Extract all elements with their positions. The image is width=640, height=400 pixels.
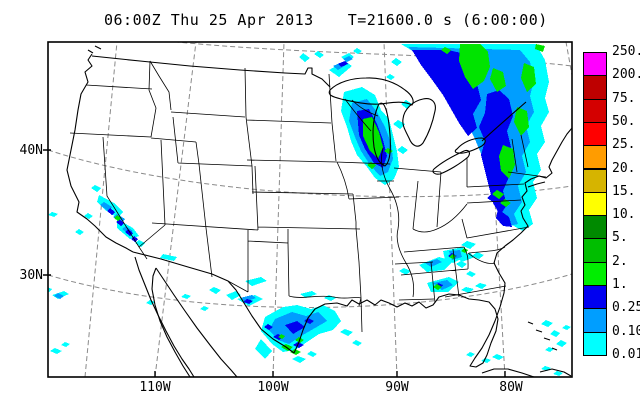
colorbar-cell	[583, 215, 607, 240]
colorbar	[583, 52, 608, 356]
lon-tick-label: 80W	[499, 380, 523, 395]
colorbar-tick-label: 20.	[612, 160, 636, 176]
colorbar-tick-label: 75.	[612, 90, 636, 106]
lat-tick-label: 30N	[19, 268, 43, 283]
colorbar-cell	[583, 308, 607, 333]
precip-light-layer	[54, 47, 534, 344]
coastlines	[66, 45, 572, 377]
colorbar-tick-label: 50.	[612, 113, 636, 129]
great-lakes	[328, 77, 486, 175]
colorbar-tick-label: 15.	[612, 183, 636, 199]
colorbar-labels: 250. 200. 75. 50. 25. 20. 15. 10. 5. 2. 1. 0.25 0.10…	[612, 44, 640, 362]
axis-ticks	[43, 149, 506, 377]
colorbar-tick-label: 25.	[612, 137, 636, 153]
colorbar-tick-label: 200.	[612, 67, 640, 83]
colorbar-tick-label: 10.	[612, 207, 636, 223]
colorbar-cell	[583, 331, 607, 356]
lon-tick-label: 100W	[257, 380, 289, 395]
state-borders	[69, 60, 547, 333]
precip-heavy-layer	[114, 44, 545, 355]
colorbar-cell	[583, 261, 607, 286]
colorbar-tick-label: 2.	[612, 253, 628, 269]
colorbar-cell	[583, 168, 607, 193]
lon-tick-label: 110W	[139, 380, 171, 395]
plot-title: 06:00Z Thu 25 Apr 2013 T=21600.0 s (6:00…	[104, 11, 548, 29]
map-border	[47, 41, 573, 378]
colorbar-cell	[583, 75, 607, 100]
title-datetime: 06:00Z Thu 25 Apr 2013	[104, 11, 314, 29]
colorbar-tick-label: 250.	[612, 44, 640, 59]
colorbar-tick-label: 0.10	[612, 323, 640, 339]
lon-tick-label: 90W	[385, 380, 409, 395]
precip-moderate-layer	[107, 50, 513, 348]
colorbar-cell	[583, 98, 607, 123]
precip-layers	[48, 44, 571, 376]
colorbar-cell	[583, 191, 607, 217]
colorbar-cell	[583, 52, 607, 77]
colorbar-tick-label: 5.	[612, 230, 628, 246]
colorbar-cell	[583, 285, 607, 310]
colorbar-tick-label: 0.25	[612, 300, 640, 316]
lat-tick-label: 40N	[19, 143, 43, 158]
title-timer: T=21600.0 s (6:00:00)	[347, 11, 548, 29]
colorbar-tick-label: 1.	[612, 277, 628, 292]
colorbar-cell	[583, 145, 607, 170]
colorbar-tick-label: 0.01	[612, 346, 640, 362]
colorbar-cell	[583, 121, 607, 147]
colorbar-cell	[583, 238, 607, 263]
